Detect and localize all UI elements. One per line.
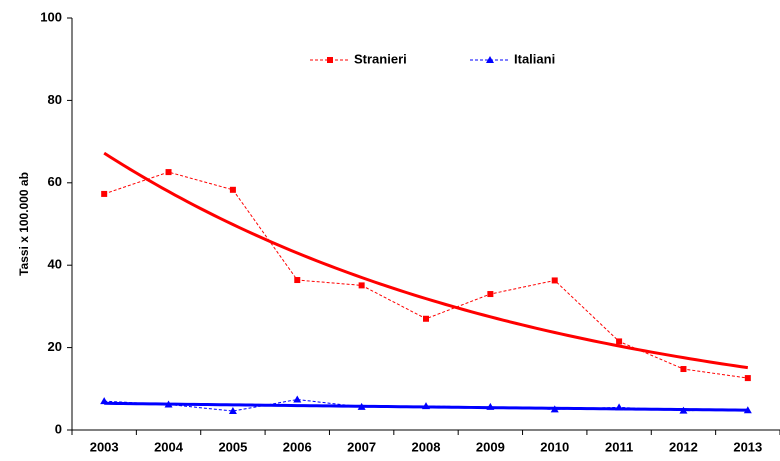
point (616, 338, 623, 345)
y-tick-label: 80 (48, 92, 62, 107)
point (327, 57, 333, 63)
x-tick-label: 2008 (412, 439, 441, 454)
point (486, 402, 495, 410)
point (679, 406, 688, 414)
x-tick-label: 2004 (154, 439, 184, 454)
point (680, 366, 687, 373)
y-axis-label: Tassi x 100.000 ab (17, 172, 31, 276)
series-line (104, 399, 748, 412)
point (100, 397, 109, 405)
y-tick-label: 60 (48, 174, 62, 189)
trend-line (103, 151, 749, 370)
point (229, 186, 236, 193)
point (101, 190, 108, 197)
point (743, 406, 752, 414)
point (165, 169, 172, 176)
x-tick-label: 2010 (540, 439, 569, 454)
x-tick-label: 2006 (283, 439, 312, 454)
point (164, 400, 173, 408)
point (423, 315, 429, 322)
y-tick-label: 20 (48, 339, 62, 354)
legend-label: Italiani (514, 51, 555, 66)
point (487, 291, 494, 298)
x-tick-label: 2011 (605, 439, 633, 454)
point (744, 375, 751, 382)
x-tick-label: 2009 (476, 439, 505, 454)
x-tick-label: 2003 (90, 439, 119, 454)
y-tick-label: 0 (55, 421, 62, 436)
point (486, 56, 494, 63)
point (293, 395, 302, 403)
point (357, 402, 366, 410)
legend-label: Stranieri (354, 51, 407, 66)
y-tick-label: 100 (40, 9, 62, 24)
point (358, 282, 365, 289)
x-tick-label: 2013 (733, 439, 762, 454)
x-tick-label: 2005 (218, 439, 247, 454)
point (615, 403, 624, 411)
x-tick-label: 2012 (669, 439, 698, 454)
point (294, 277, 301, 284)
point (551, 277, 558, 284)
series-line (104, 171, 748, 379)
point (422, 402, 430, 410)
point (228, 407, 237, 415)
y-tick-label: 40 (48, 257, 62, 272)
x-tick-label: 2007 (347, 439, 376, 454)
point (550, 405, 559, 413)
